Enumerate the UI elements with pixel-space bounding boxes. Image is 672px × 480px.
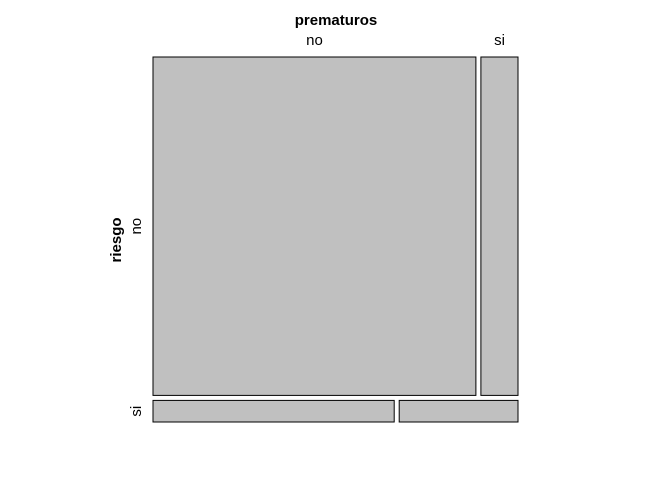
- left-level-label-no: no: [128, 218, 145, 235]
- left-level-label-si: si: [128, 406, 145, 417]
- level-labels: no si no si: [128, 32, 505, 417]
- mosaic-cell-riesgo-si-prematuros-no: [152, 399, 395, 423]
- mosaic-cells: [152, 56, 519, 423]
- left-variable-title: riesgo: [108, 217, 125, 262]
- top-level-label-si: si: [494, 32, 505, 49]
- mosaic-cell-riesgo-no-prematuros-no: [152, 56, 477, 396]
- mosaic-cell-riesgo-no-prematuros-si: [480, 56, 519, 396]
- top-level-label-no: no: [306, 32, 323, 49]
- mosaic-cell-riesgo-si-prematuros-si: [398, 399, 519, 423]
- top-variable-title: prematuros: [295, 12, 378, 29]
